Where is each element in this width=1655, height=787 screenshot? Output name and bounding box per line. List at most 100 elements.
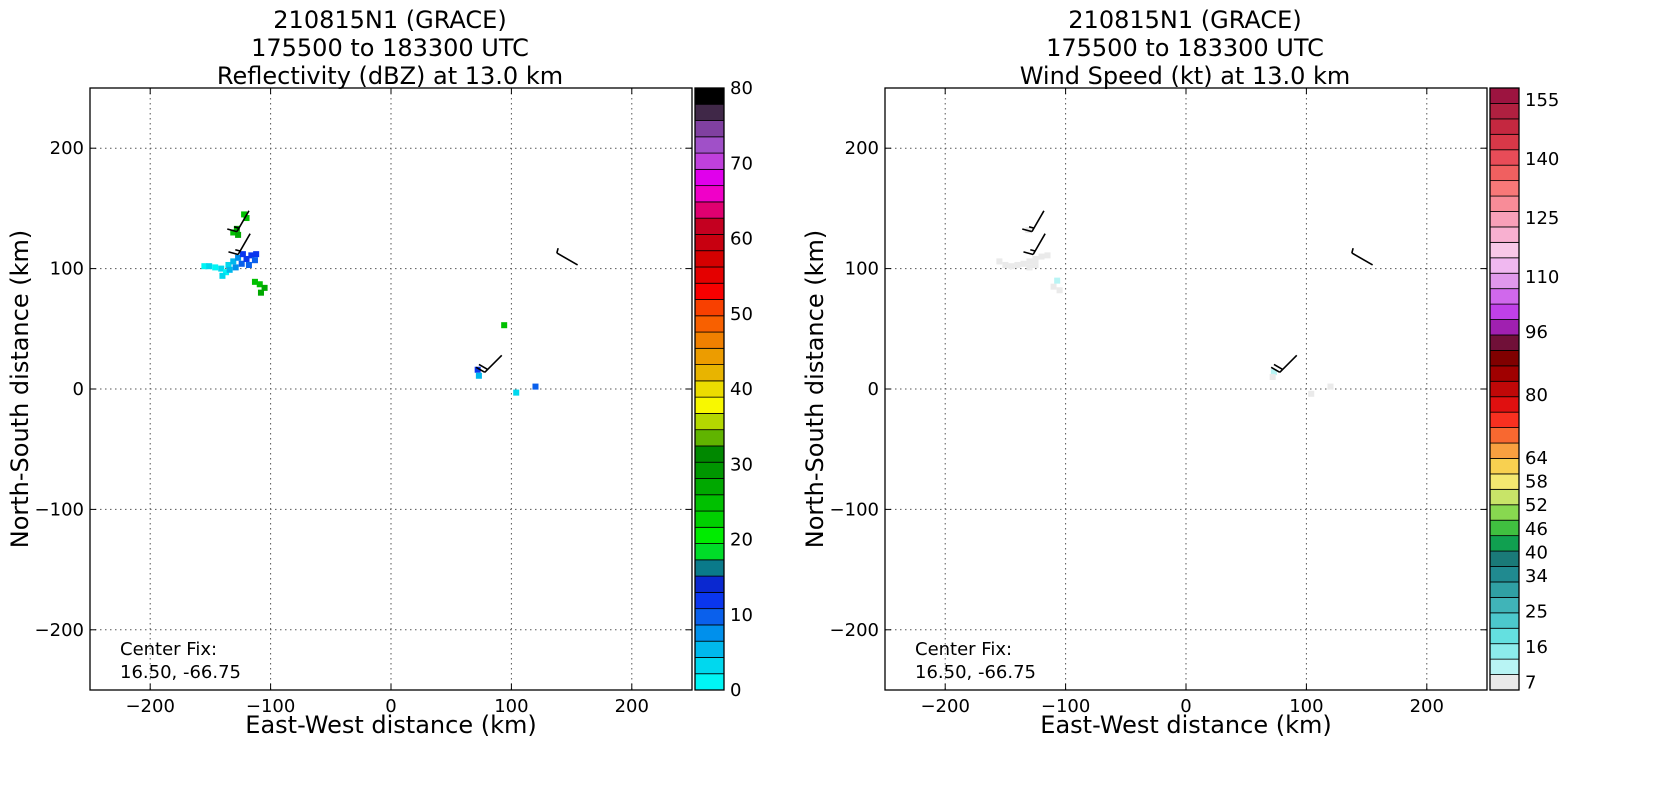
colorbar-segment [1489, 241, 1520, 259]
x-tick-label: −100 [1041, 696, 1090, 717]
x-tick-label: −200 [125, 696, 174, 717]
center-fix-coordinates: 16.50, -66.75 [120, 662, 241, 683]
panel-title-line-3: Wind Speed (kt) at 13.0 km [1020, 62, 1351, 90]
colorbar-segment [694, 608, 725, 626]
data-cell [532, 383, 539, 390]
y-tick-label: 200 [50, 138, 84, 159]
data-cell [218, 265, 225, 272]
colorbar-segment [694, 445, 725, 463]
panel-title-line-1: 210815N1 (GRACE) [1068, 6, 1301, 34]
colorbar-tick-label: 46 [1525, 519, 1548, 540]
colorbar-segment [1489, 581, 1520, 598]
colorbar-segment [694, 234, 725, 252]
colorbar-segment [1489, 519, 1520, 537]
x-axis-ticks: −200 −100 0 100 200 [125, 88, 649, 717]
panel-title-line-3: Reflectivity (dBZ) at 13.0 km [217, 62, 563, 90]
colorbar-tick-label: 50 [730, 304, 753, 325]
wind-barbs [227, 210, 579, 373]
colorbar-segment [694, 510, 725, 528]
data-cells [996, 227, 1334, 397]
colorbar-tick-label: 70 [730, 153, 753, 174]
colorbar-segment [1489, 380, 1520, 398]
colorbar-segment [1489, 473, 1520, 490]
wind-barb-feather [1023, 251, 1034, 256]
colorbar-segment [694, 396, 725, 414]
colorbar-segment [694, 657, 725, 675]
data-cell [253, 251, 260, 258]
colorbar-segment [694, 282, 725, 300]
colorbar-segment [694, 591, 725, 610]
colorbar-tick-label: 58 [1525, 472, 1548, 493]
data-cell [219, 272, 226, 279]
wind-barb [556, 247, 579, 266]
colorbar-tick-label: 10 [730, 605, 753, 626]
colorbar-segment [1489, 164, 1520, 182]
colorbar-segment [1489, 442, 1520, 459]
colorbar-segment [1489, 257, 1520, 274]
colorbar-segment [694, 380, 725, 398]
wind-barb [1023, 233, 1046, 256]
wind-barbs [1022, 210, 1374, 373]
colorbar-tick-label: 60 [730, 229, 753, 250]
center-fix-label: Center Fix: [120, 639, 217, 660]
colorbar-tick-label: 52 [1525, 495, 1548, 516]
colorbar-segment [1489, 365, 1520, 382]
colorbar-segment [694, 526, 725, 544]
y-axis-label: North-South distance (km) [801, 230, 829, 549]
colorbar-segment [694, 299, 725, 317]
colorbar-tick-label: 96 [1525, 322, 1548, 343]
colorbar-tick-label: 20 [730, 530, 753, 551]
data-cell [235, 231, 242, 238]
colorbar-segment [1489, 103, 1520, 120]
data-cell [230, 258, 237, 265]
x-tick-label: 100 [494, 696, 528, 717]
panel-title-line-2: 175500 to 183300 UTC [251, 34, 529, 62]
data-cell [996, 258, 1003, 265]
colorbar-frame [694, 87, 725, 691]
x-tick-label: −100 [246, 696, 295, 717]
colorbar-segment [1489, 612, 1520, 629]
data-cell [501, 322, 508, 329]
y-axis-ticks: −200 −100 0 100 200 [830, 138, 1487, 641]
data-cell [1032, 261, 1039, 268]
colorbar-segment [1489, 627, 1520, 645]
colorbar-segment [1489, 303, 1520, 320]
data-cell [226, 266, 233, 273]
y-axis-label: North-South distance (km) [6, 230, 34, 549]
data-cell [257, 289, 264, 296]
data-cell [1032, 255, 1039, 262]
wind-barb-half-feather [233, 226, 240, 229]
wind-barb-staff [237, 233, 251, 255]
colorbar-tick-label: 140 [1525, 149, 1559, 170]
data-cell [230, 229, 237, 236]
data-cell [206, 263, 213, 270]
data-cell [241, 211, 248, 218]
colorbar-segment [1489, 288, 1520, 305]
center-fix-coordinates: 16.50, -66.75 [915, 662, 1036, 683]
wind-barb [227, 210, 250, 233]
y-tick-label: −100 [35, 499, 84, 520]
data-cell [1002, 261, 1009, 268]
wind-barb-feather [1273, 363, 1284, 371]
colorbar-segment [1489, 180, 1520, 197]
data-cell [256, 281, 263, 288]
colorbar-segment [1489, 674, 1520, 691]
y-axis-ticks: −200 −100 0 100 200 [35, 138, 692, 641]
data-cell [1038, 253, 1045, 260]
colorbar-segment [694, 201, 725, 219]
wind-barb-half-feather [1351, 247, 1354, 254]
y-tick-label: 200 [845, 138, 879, 159]
colorbar-tick-label: 30 [730, 454, 753, 475]
wind-barb [1022, 210, 1045, 233]
y-tick-label: −100 [830, 499, 879, 520]
colorbar-frame [1489, 87, 1520, 691]
colorbar-segment [1489, 550, 1520, 567]
colorbar-tick-label: 16 [1525, 637, 1548, 658]
x-tick-label: 200 [1410, 696, 1444, 717]
colorbar-segment [694, 364, 725, 382]
colorbar-tick-label: 34 [1525, 566, 1548, 587]
wind-barb [1270, 354, 1298, 373]
colorbar-segment [694, 136, 725, 154]
